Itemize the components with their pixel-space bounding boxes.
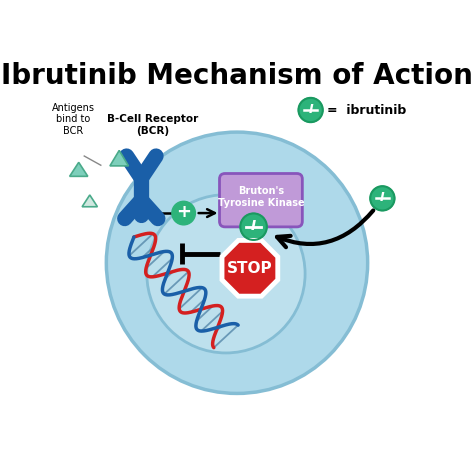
Circle shape xyxy=(106,132,368,393)
Polygon shape xyxy=(82,195,98,207)
Polygon shape xyxy=(222,240,278,296)
Text: Bruton's
Tyrosine Kinase: Bruton's Tyrosine Kinase xyxy=(218,186,304,209)
Circle shape xyxy=(172,201,195,225)
Text: B-Cell Receptor
(BCR): B-Cell Receptor (BCR) xyxy=(107,114,198,136)
Polygon shape xyxy=(70,163,88,176)
Text: STOP: STOP xyxy=(227,261,273,276)
Text: =  ibrutinib: = ibrutinib xyxy=(327,103,406,117)
Text: I: I xyxy=(308,103,313,116)
FancyArrowPatch shape xyxy=(277,210,373,247)
Text: Antigens
bind to
BCR: Antigens bind to BCR xyxy=(52,102,95,136)
Text: I: I xyxy=(251,219,256,233)
FancyBboxPatch shape xyxy=(219,173,302,227)
Text: +: + xyxy=(176,203,191,221)
Circle shape xyxy=(147,195,305,353)
Circle shape xyxy=(240,213,267,240)
Text: Ibrutinib Mechanism of Action: Ibrutinib Mechanism of Action xyxy=(1,62,473,90)
Text: I: I xyxy=(380,191,385,204)
Circle shape xyxy=(370,186,394,210)
Circle shape xyxy=(299,98,323,122)
Polygon shape xyxy=(110,150,128,166)
